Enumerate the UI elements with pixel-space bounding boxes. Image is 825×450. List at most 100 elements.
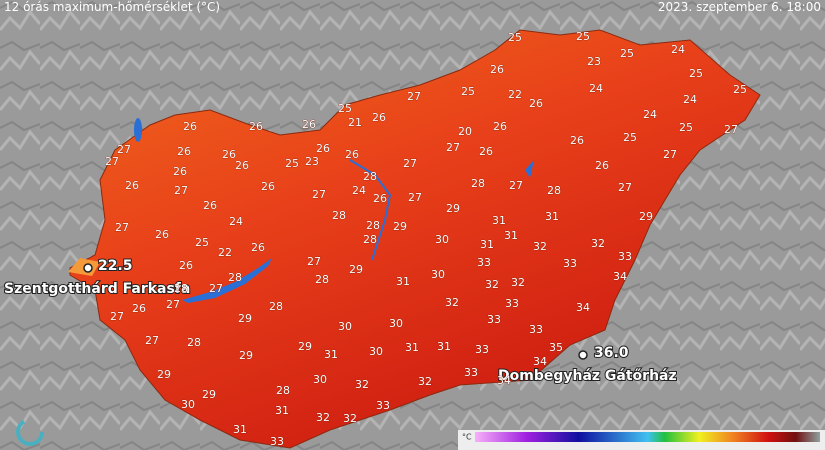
danube	[349, 159, 392, 261]
temperature-label: 25	[576, 30, 590, 43]
temperature-label: 24	[683, 93, 697, 106]
temperature-label: 33	[487, 313, 501, 326]
temperature-label: 31	[324, 348, 338, 361]
temperature-label: 25	[679, 121, 693, 134]
temperature-label: 28	[187, 336, 201, 349]
temperature-label: 27	[408, 191, 422, 204]
temperature-label: 33	[563, 257, 577, 270]
temperature-label: 32	[485, 278, 499, 291]
temperature-label: 26	[493, 120, 507, 133]
temperature-label: 33	[376, 399, 390, 412]
temperature-label: 28	[315, 273, 329, 286]
temperature-label: 22	[508, 88, 522, 101]
temperature-label: 25	[620, 47, 634, 60]
temperature-label: 27	[724, 123, 738, 136]
temperature-label: 24	[352, 184, 366, 197]
temperature-label: 26	[490, 63, 504, 76]
temperature-label: 27	[618, 181, 632, 194]
lake-ferto	[134, 118, 142, 142]
logo	[16, 418, 44, 446]
temperature-label: 28	[363, 170, 377, 183]
temperature-label: 27	[209, 282, 223, 295]
temperature-label: 35	[549, 341, 563, 354]
temperature-label: 26	[155, 228, 169, 241]
temperature-label: 24	[643, 108, 657, 121]
temperature-label: 27	[166, 298, 180, 311]
temperature-label: 30	[369, 345, 383, 358]
temperature-label: 26	[251, 241, 265, 254]
temperature-label: 32	[591, 237, 605, 250]
country	[69, 29, 761, 449]
temperature-label: 33	[475, 343, 489, 356]
temperature-label: 28	[332, 209, 346, 222]
temperature-label: 30	[431, 268, 445, 281]
lake-balaton	[182, 258, 272, 303]
temperature-label: 26	[125, 179, 139, 192]
temperature-label: 21	[348, 116, 362, 129]
station-name: Szentgotthárd Farkasfa	[4, 281, 190, 297]
temperature-label: 31	[233, 423, 247, 436]
temperature-label: 26	[179, 259, 193, 272]
temperature-label: 34	[613, 270, 627, 283]
temperature-label: 26	[177, 145, 191, 158]
temperature-label: 22	[218, 246, 232, 259]
temperature-label: 29	[238, 312, 252, 325]
temperature-label: 33	[464, 366, 478, 379]
temperature-label: 26	[479, 145, 493, 158]
temperature-label: 25	[508, 31, 522, 44]
temperature-label: 31	[396, 275, 410, 288]
temperature-label: 29	[202, 388, 216, 401]
temperature-label: 26	[132, 302, 146, 315]
temperature-label: 29	[639, 210, 653, 223]
temperature-label: 26	[372, 111, 386, 124]
temperature-label: 28	[366, 219, 380, 232]
temperature-label: 26	[570, 134, 584, 147]
temperature-label: 26	[183, 120, 197, 133]
temperature-label: 31	[405, 341, 419, 354]
temperature-label: 28	[363, 233, 377, 246]
temperature-label: 23	[587, 55, 601, 68]
temperature-label: 33	[270, 435, 284, 448]
temperature-label: 34	[576, 301, 590, 314]
temperature-label: 27	[663, 148, 677, 161]
temperature-label: 31	[504, 229, 518, 242]
temperature-label: 27	[145, 334, 159, 347]
temperature-label: 27	[117, 143, 131, 156]
temperature-label: 33	[505, 297, 519, 310]
temperature-label: 20	[458, 125, 472, 138]
colorbar-scale	[475, 432, 820, 442]
temperature-label: 29	[446, 202, 460, 215]
temperature-label: 25	[195, 236, 209, 249]
temperature-label: 29	[239, 349, 253, 362]
temperature-label: 26	[595, 159, 609, 172]
temperature-label: 30	[338, 320, 352, 333]
temperature-label: 29	[157, 368, 171, 381]
temperature-label: 33	[618, 250, 632, 263]
temperature-label: 26	[302, 118, 316, 131]
temperature-label: 24	[229, 215, 243, 228]
colorbar: °C	[458, 430, 825, 450]
temperature-label: 27	[312, 188, 326, 201]
temperature-label: 26	[316, 142, 330, 155]
temperature-label: 24	[671, 43, 685, 56]
lake-tisza	[525, 160, 534, 178]
temperature-label: 27	[446, 141, 460, 154]
temperature-label: 28	[471, 177, 485, 190]
temperature-label: 33	[477, 256, 491, 269]
temperature-label: 31	[492, 214, 506, 227]
temperature-label: 32	[533, 240, 547, 253]
temperature-label: 31	[480, 238, 494, 251]
temperature-label: 25	[689, 67, 703, 80]
temperature-label: 26	[529, 97, 543, 110]
temperature-label: 26	[261, 180, 275, 193]
temperature-label: 30	[181, 398, 195, 411]
temperature-label: 26	[345, 148, 359, 161]
temperature-label: 25	[461, 85, 475, 98]
station-name: Dombegyház Gátőrház	[498, 368, 677, 384]
temperature-label: 29	[298, 340, 312, 353]
temperature-label: 25	[733, 83, 747, 96]
temperature-label: 26	[203, 199, 217, 212]
temperature-label: 27	[403, 157, 417, 170]
title: 12 órás maximum-hőmérséklet (°C)	[4, 0, 220, 14]
